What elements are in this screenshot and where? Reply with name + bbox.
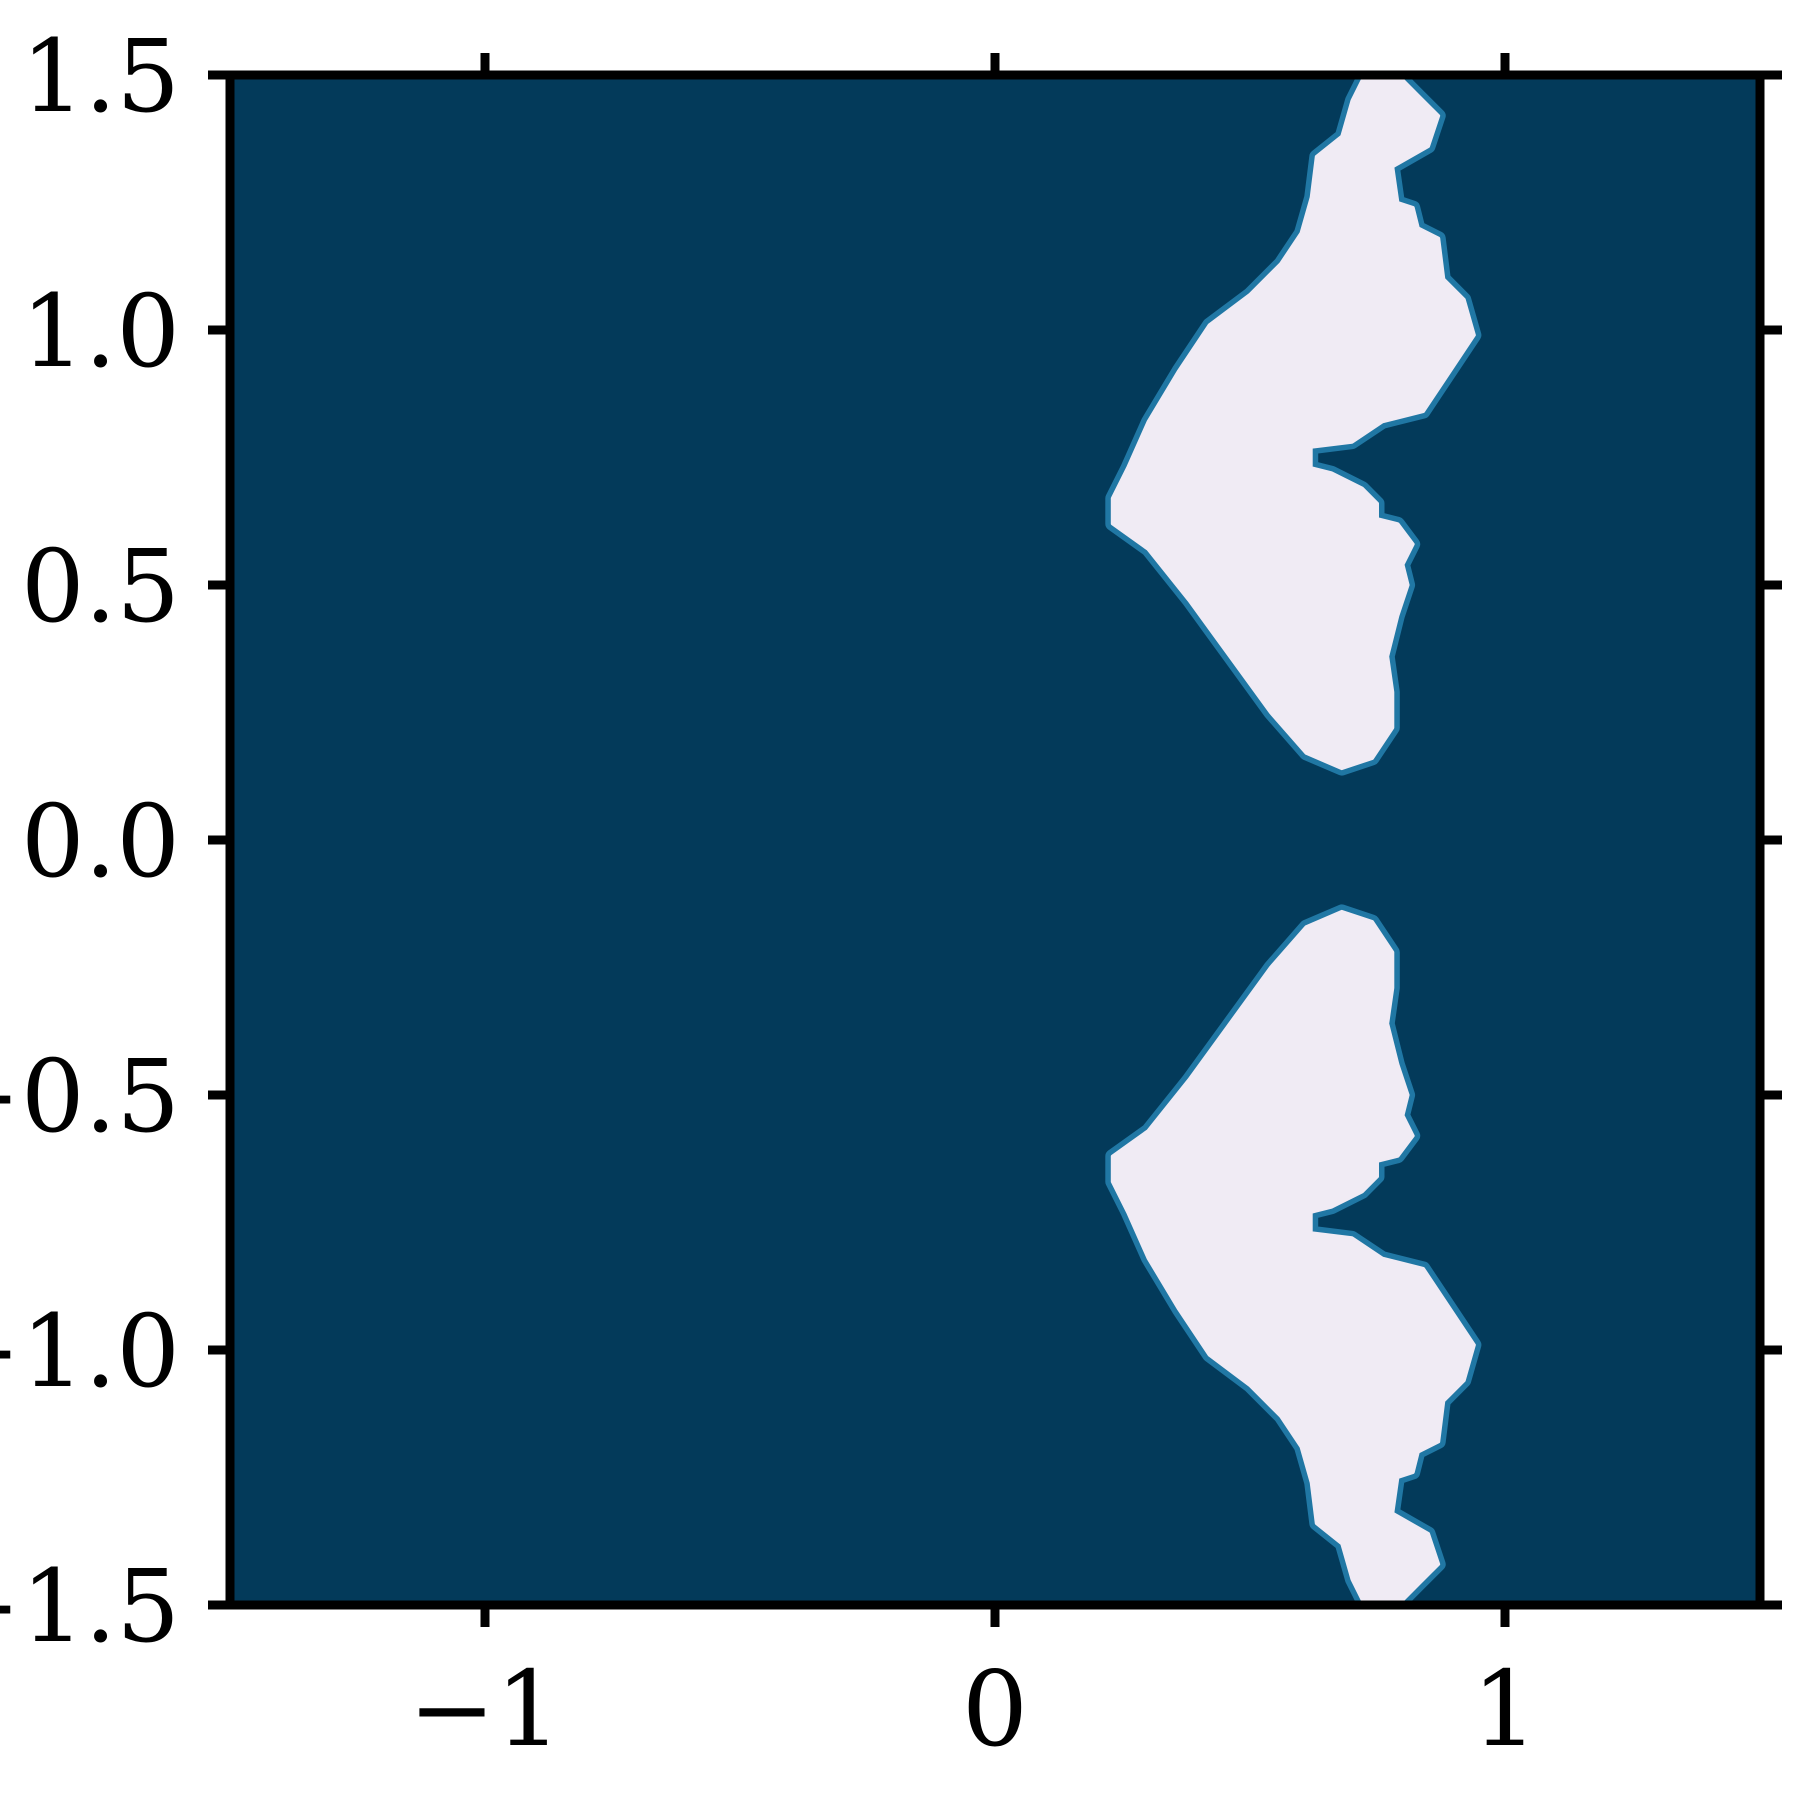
y-tick-label: 1.0 xyxy=(21,273,180,390)
y-tick-label: 1.5 xyxy=(21,18,180,135)
y-tick-label: −1.0 xyxy=(0,1293,180,1410)
region-lobe-upper xyxy=(1110,78,1476,771)
y-tick-label: −1.5 xyxy=(0,1548,180,1665)
region-lobe-lower xyxy=(1110,909,1476,1602)
plot-background xyxy=(230,75,1760,1605)
x-tick-label: 1 xyxy=(1472,1648,1538,1770)
tick-labels-layer: −1 0 1 1.5 1.0 0.5 0.0 −0.5 −1.0 −1.5 xyxy=(0,18,1538,1770)
y-tick-label: 0.5 xyxy=(21,528,180,645)
x-tick-label: 0 xyxy=(962,1648,1028,1770)
x-tick-label: −1 xyxy=(408,1648,561,1770)
ticks-layer xyxy=(208,53,1782,1627)
y-tick-label: 0.0 xyxy=(21,783,180,900)
y-tick-label: −0.5 xyxy=(0,1038,180,1155)
regions-layer xyxy=(1105,75,1482,1605)
